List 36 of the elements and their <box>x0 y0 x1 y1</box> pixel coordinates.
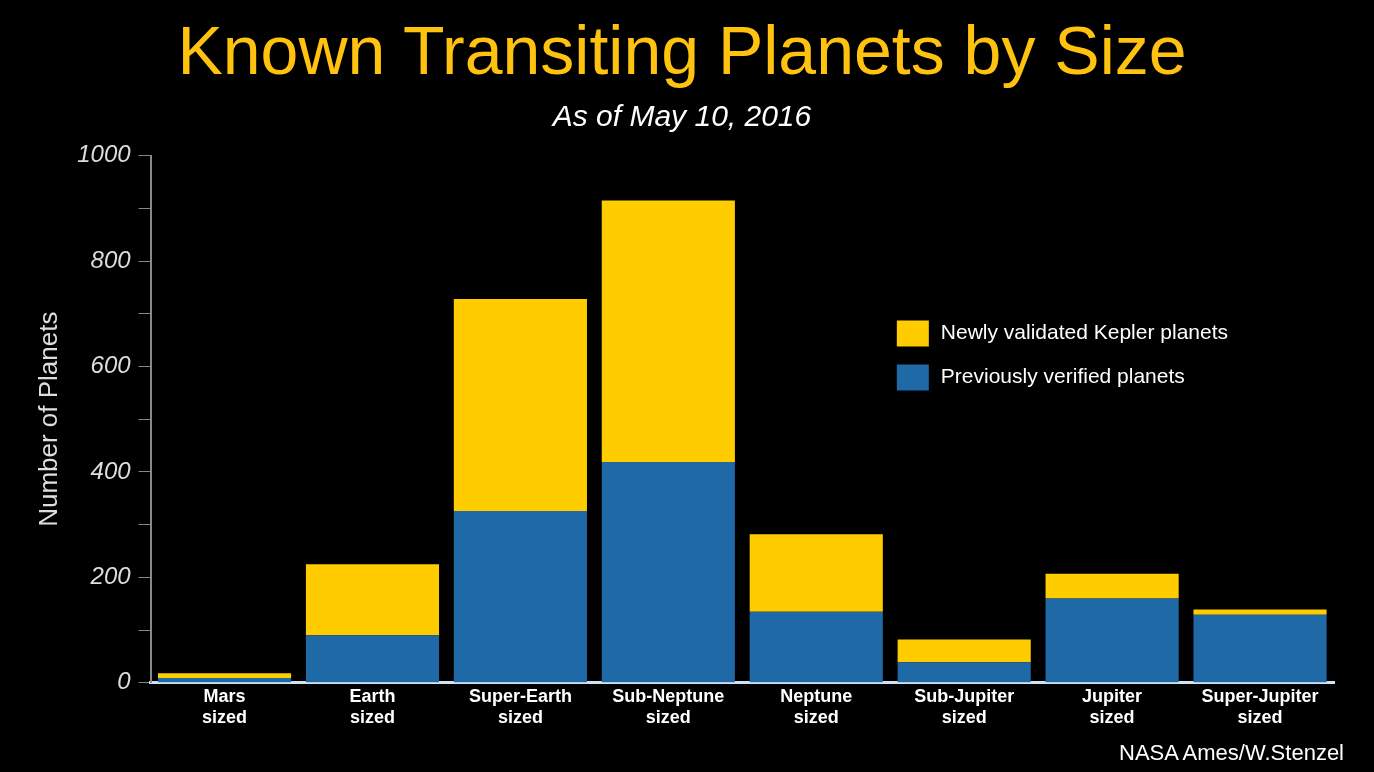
text: NASA Ames/W.Stenzel <box>1119 740 1344 766</box>
y-tick-label: 0 <box>117 667 132 695</box>
bar <box>601 200 735 462</box>
y-tick-label: 800 <box>90 245 132 273</box>
x-tick-label: Neptune sized <box>780 685 853 728</box>
x-tick-label: Mars sized <box>202 685 248 728</box>
x-tick-label: Earth sized <box>349 685 396 728</box>
x-tick-label: Super-Jupiter sized <box>1201 685 1319 728</box>
x-tick-label: Jupiter sized <box>1082 685 1143 728</box>
bar <box>1193 614 1327 683</box>
x-tick-label: Sub-Neptune sized <box>612 685 725 728</box>
y-tick-label: 600 <box>90 351 132 379</box>
bar <box>453 299 587 511</box>
bar <box>157 673 292 679</box>
bar <box>1193 609 1327 615</box>
bar <box>305 564 440 636</box>
y-tick-label: 400 <box>90 456 132 484</box>
chart-title: Known Transiting Planets by Size <box>177 11 1187 88</box>
legend-label: Newly validated Kepler planets <box>940 320 1229 344</box>
bar <box>1045 573 1179 599</box>
bar <box>157 678 292 683</box>
bar <box>897 639 1031 663</box>
bar <box>1045 598 1179 683</box>
bar <box>749 534 883 612</box>
y-tick-label: 1000 <box>77 140 132 168</box>
bar <box>453 510 587 683</box>
x-tick-label: Super-Earth sized <box>468 685 572 728</box>
x-tick-label: Sub-Jupiter sized <box>914 685 1015 728</box>
bar <box>601 461 735 683</box>
bar <box>749 611 883 683</box>
legend-label: Previously verified planets <box>940 364 1185 388</box>
bar <box>305 635 440 683</box>
chart-subtitle: As of May 10, 2016 <box>550 98 812 132</box>
y-tick-label: 200 <box>89 562 132 590</box>
bar <box>897 662 1031 683</box>
y-axis-title: Number of Planets <box>32 311 63 527</box>
